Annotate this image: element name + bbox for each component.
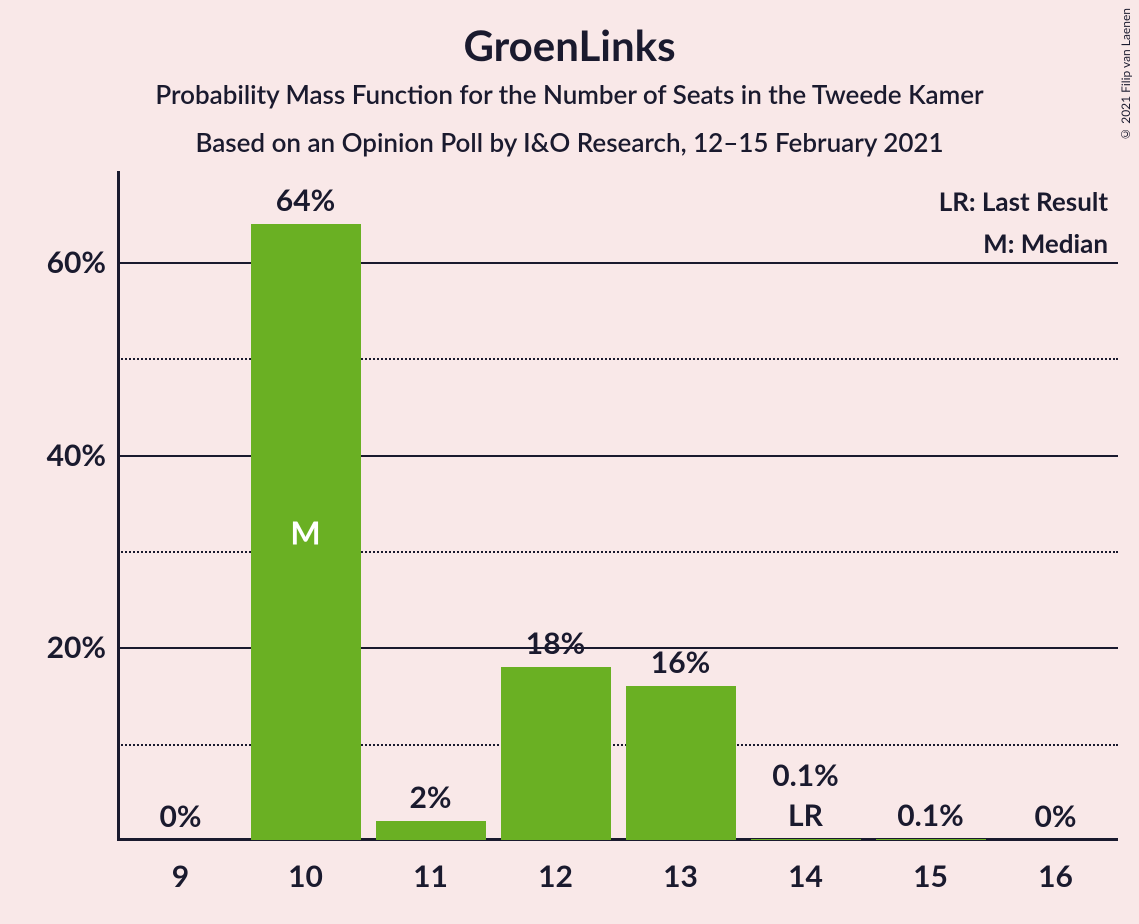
y-axis — [117, 171, 120, 840]
legend-line: LR: Last Result — [939, 185, 1108, 217]
x-axis-tick-label: 13 — [663, 840, 698, 894]
y-axis-tick-label: 20% — [47, 629, 118, 665]
bar-value-label: 0.1% — [897, 797, 964, 833]
chart-title: GroenLinks — [0, 20, 1139, 70]
y-axis-tick-label: 60% — [47, 244, 118, 280]
x-axis-tick-label: 16 — [1038, 840, 1073, 894]
bar-value-label: 2% — [410, 779, 452, 815]
bar-value-label: 64% — [276, 182, 335, 218]
bar — [376, 821, 486, 840]
bar-value-label: 0% — [1035, 798, 1077, 834]
last-result-marker: LR — [788, 797, 823, 833]
bar — [626, 686, 736, 840]
copyright-text: © 2021 Filip van Laenen — [1118, 8, 1133, 142]
x-axis-tick-label: 9 — [172, 840, 189, 894]
x-axis-tick-label: 15 — [913, 840, 948, 894]
bar — [501, 667, 611, 840]
chart-plot-area: 20%40%60%0%964%10M2%1118%1216%130.1%14LR… — [118, 185, 1118, 840]
x-axis-tick-label: 11 — [413, 840, 448, 894]
x-axis-tick-label: 14 — [788, 840, 823, 894]
x-axis-tick-label: 12 — [538, 840, 573, 894]
legend-line: M: Median — [983, 227, 1108, 259]
chart-subtitle-1: Probability Mass Function for the Number… — [0, 78, 1139, 110]
bar-value-label: 0.1% — [772, 757, 839, 793]
median-marker: M — [290, 512, 320, 551]
chart-subtitle-2: Based on an Opinion Poll by I&O Research… — [0, 126, 1139, 158]
bar-value-label: 16% — [651, 644, 710, 680]
bar-value-label: 0% — [160, 798, 202, 834]
bar-value-label: 18% — [526, 625, 585, 661]
y-axis-tick-label: 40% — [47, 437, 118, 473]
x-axis-tick-label: 10 — [288, 840, 323, 894]
